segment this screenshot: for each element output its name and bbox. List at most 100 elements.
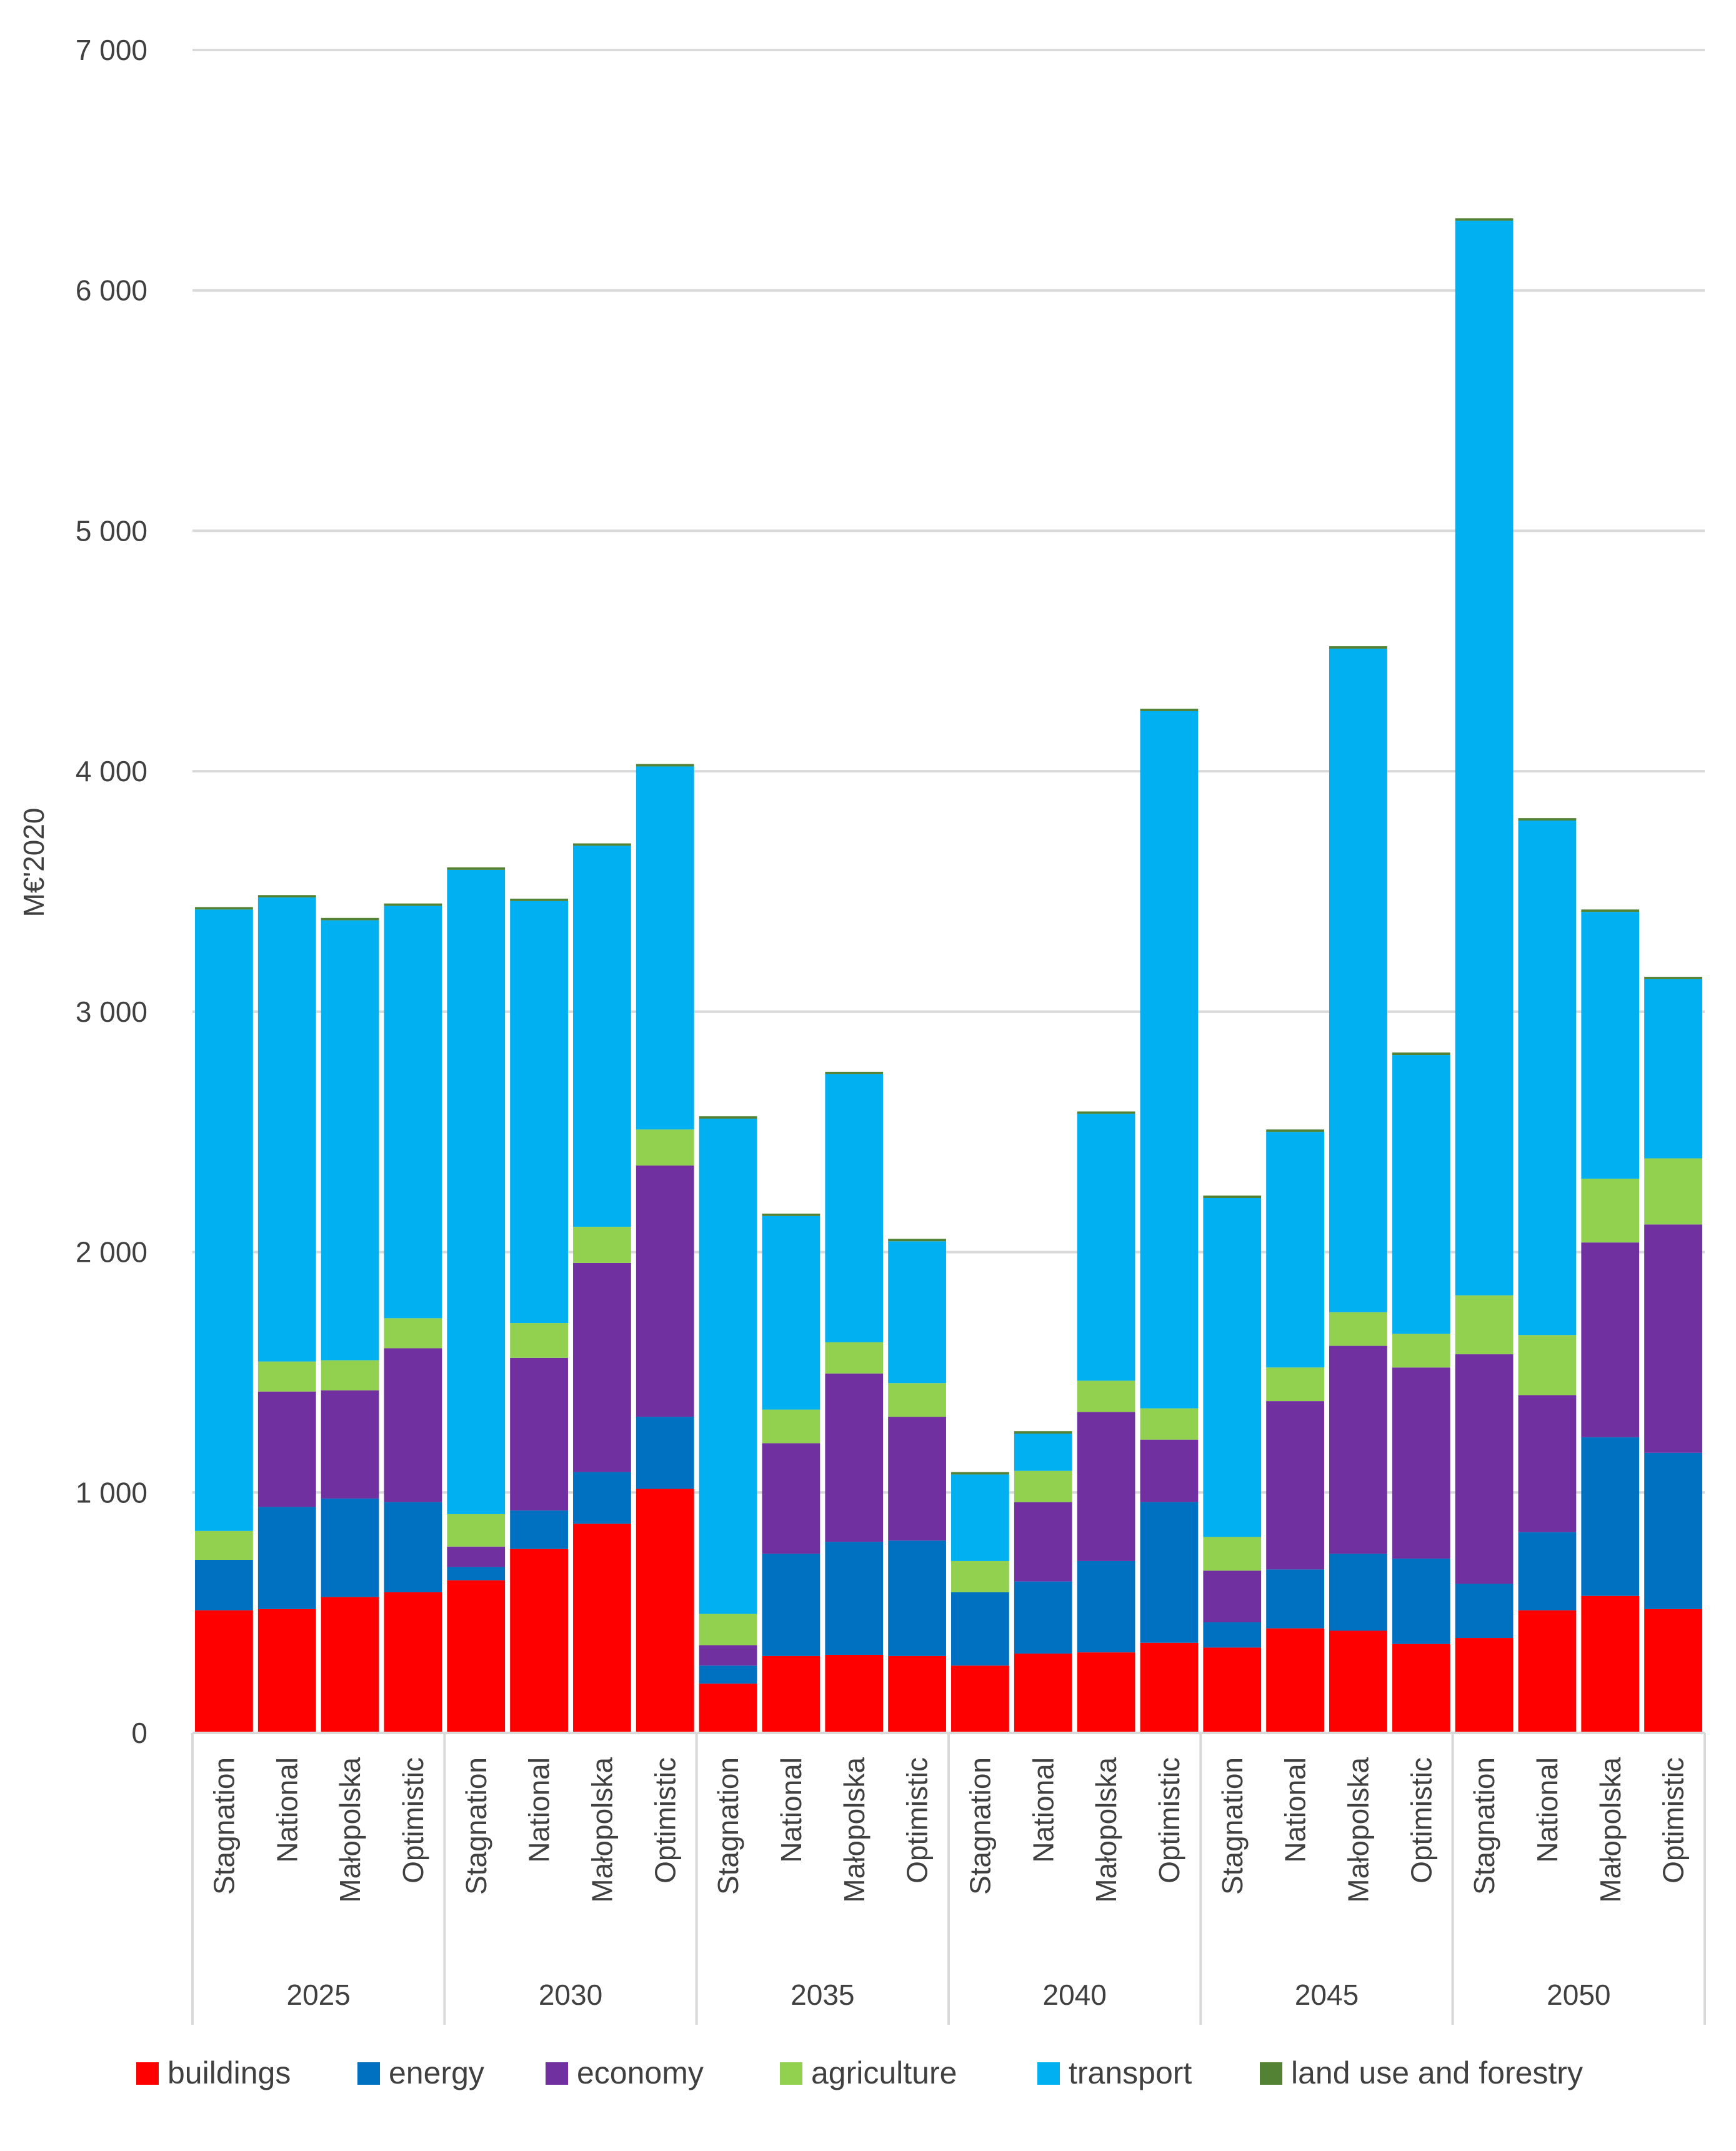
bar-stack [1077,1111,1135,1733]
bar-segment-energy [447,1567,506,1580]
bar-segment-land-use-and-forestry [762,1214,821,1216]
bar-segment-economy [1518,1395,1577,1532]
bar-segment-transport [825,1074,884,1342]
bar-stack [636,764,694,1733]
legend-item: agriculture [780,2055,957,2090]
y-tick-label: 2 000 [76,1236,147,1269]
bar-segment-transport [1518,821,1577,1335]
bar-segment-energy [1329,1554,1387,1631]
bar-segment-economy [447,1546,506,1567]
y-axis-tick-labels: 0 1 000 2 000 3 000 4 000 5 000 6 000 7 000 [76,34,147,1749]
bar-segment-transport [195,909,253,1531]
bar-segment-economy [825,1373,884,1542]
x-category-label: National [1027,1757,1059,1863]
bar-segment-land-use-and-forestry [951,1472,1009,1475]
bar-segment-land-use-and-forestry [195,907,253,910]
bar-segment-economy [1077,1412,1135,1561]
bar-segment-transport [888,1241,946,1384]
bar-segment-transport [1077,1114,1135,1381]
bar-segment-economy [699,1645,757,1666]
bar-segment-agriculture [384,1318,442,1349]
bar-segment-energy [1077,1560,1135,1653]
gridlines [192,49,1705,1494]
bar-stack [257,895,316,1733]
bar-segment-land-use-and-forestry [1392,1052,1450,1056]
x-category-label: Małopolska [1090,1757,1122,1903]
bar-segment-transport [447,869,506,1514]
bar-segment-economy [1329,1345,1387,1554]
bar-segment-agriculture [195,1530,253,1560]
legend-item: transport [1037,2055,1192,2090]
bar-segment-agriculture [1581,1179,1640,1243]
x-category-label: Małopolska [586,1757,618,1903]
bar-segment-energy [1014,1581,1072,1654]
bar-stack [1140,709,1199,1733]
bar-segment-economy [384,1348,442,1502]
bar-stack [573,843,631,1733]
bar-segment-energy [825,1542,884,1655]
bar-segment-energy [257,1507,316,1609]
bar-segment-land-use-and-forestry [1581,909,1640,912]
bar-segment-agriculture [447,1514,506,1547]
legend-swatch [780,2062,802,2085]
bar-segment-agriculture [888,1383,946,1417]
bar-segment-energy [1455,1584,1514,1639]
x-category-label: Optimistic [901,1757,934,1884]
x-category-label: National [775,1757,807,1863]
x-category-label: Optimistic [397,1757,429,1884]
bar-segment-economy [762,1443,821,1554]
bar-segment-buildings [1392,1644,1450,1733]
bar-segment-economy [510,1357,568,1511]
x-category-label: National [1279,1757,1312,1863]
x-category-label: Stagnation [1468,1757,1500,1895]
x-category-label: Małopolska [838,1757,870,1903]
y-tick-label: 4 000 [76,755,147,787]
bar-segment-transport [321,920,379,1360]
bar-segment-transport [510,901,568,1324]
x-category-label: Stagnation [460,1757,492,1895]
bar-stack [888,1239,946,1733]
bar-segment-economy [1266,1401,1324,1570]
bar-segment-buildings [1203,1647,1262,1733]
bar-segment-buildings [1014,1654,1072,1733]
legend-swatch [136,2062,159,2085]
y-tick-label: 6 000 [76,274,147,307]
bar-segment-energy [1581,1437,1640,1596]
bar-segment-transport [1266,1132,1324,1368]
bar-segment-buildings [1644,1609,1702,1733]
bar-segment-land-use-and-forestry [1455,218,1514,221]
bar-segment-land-use-and-forestry [1329,646,1387,649]
bar-segment-buildings [257,1609,316,1733]
bar-segment-agriculture [636,1129,694,1166]
x-group-label: 2035 [791,1979,854,2011]
bar-segment-transport [762,1215,821,1410]
y-tick-label: 7 000 [76,34,147,66]
bar-segment-energy [636,1417,694,1489]
bar-segment-land-use-and-forestry [1140,709,1199,711]
bar-segment-transport [1392,1055,1450,1334]
bar-segment-agriculture [1455,1295,1514,1355]
x-category-label: Stagnation [207,1757,240,1895]
bar-segment-agriculture [1392,1334,1450,1368]
bar-segment-land-use-and-forestry [1518,818,1577,821]
x-group-label: 2045 [1295,1979,1359,2011]
bar-segment-economy [321,1390,379,1499]
bar-segment-buildings [447,1580,506,1733]
bar-segment-economy [1140,1439,1199,1502]
bar-segment-transport [951,1474,1009,1561]
legend-label: land use and forestry [1291,2055,1583,2090]
bar-stacks [195,218,1702,1733]
bar-stack [1644,977,1702,1733]
bar-segment-economy [888,1417,946,1541]
x-group-label: 2040 [1042,1979,1106,2011]
bar-stack [1329,646,1387,1733]
bar-segment-transport [1014,1434,1072,1471]
bar-stack [825,1072,884,1733]
bar-segment-buildings [573,1524,631,1733]
bar-segment-energy [1518,1532,1577,1610]
x-group-label: 2030 [539,1979,602,2011]
bar-segment-transport [384,906,442,1319]
x-category-label: National [1531,1757,1564,1863]
bar-segment-agriculture [1203,1537,1262,1571]
